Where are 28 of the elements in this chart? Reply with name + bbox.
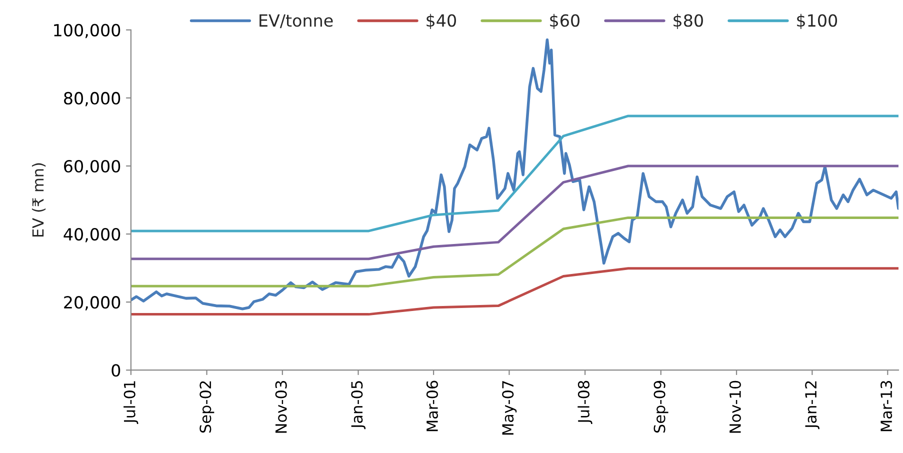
x-tick-label: Jan-05 xyxy=(351,381,366,430)
legend-label: EV/tonne xyxy=(260,14,333,28)
legend-label: $60 xyxy=(550,14,580,30)
x-tick-label: May-07 xyxy=(502,381,517,435)
x-tick-label: Jul-08 xyxy=(578,380,592,424)
line-series xyxy=(130,267,898,316)
line-series xyxy=(130,216,898,288)
y-tick-label: 20,000 xyxy=(64,296,120,310)
y-tick-label: 0 xyxy=(112,364,120,377)
x-tick-label: Nov-03 xyxy=(275,381,287,433)
x-tick-label: Jan-12 xyxy=(805,381,820,430)
x-tick-label: Sep-02 xyxy=(200,381,214,433)
y-tick-label: 80,000 xyxy=(64,92,120,106)
x-tick-label: Sep-09 xyxy=(654,380,668,433)
legend-label: $100 xyxy=(797,14,838,30)
y-tick-label: 60,000 xyxy=(64,160,120,174)
y-tick-label: 40,000 xyxy=(64,228,120,242)
legend-label: $80 xyxy=(674,14,703,30)
x-tick-label: Mar-13 xyxy=(880,381,892,432)
legend-label: $40 xyxy=(426,14,456,30)
line-series xyxy=(130,164,898,260)
y-axis-title: EV (₹ mn) xyxy=(32,163,46,237)
line-series xyxy=(130,38,898,310)
x-tick-label: Jul-01 xyxy=(124,381,138,424)
x-tick-label: Nov-10 xyxy=(729,380,741,433)
y-tick-label: 100,000 xyxy=(54,24,120,38)
line-series xyxy=(130,114,898,232)
x-tick-label: Mar-06 xyxy=(426,380,438,432)
